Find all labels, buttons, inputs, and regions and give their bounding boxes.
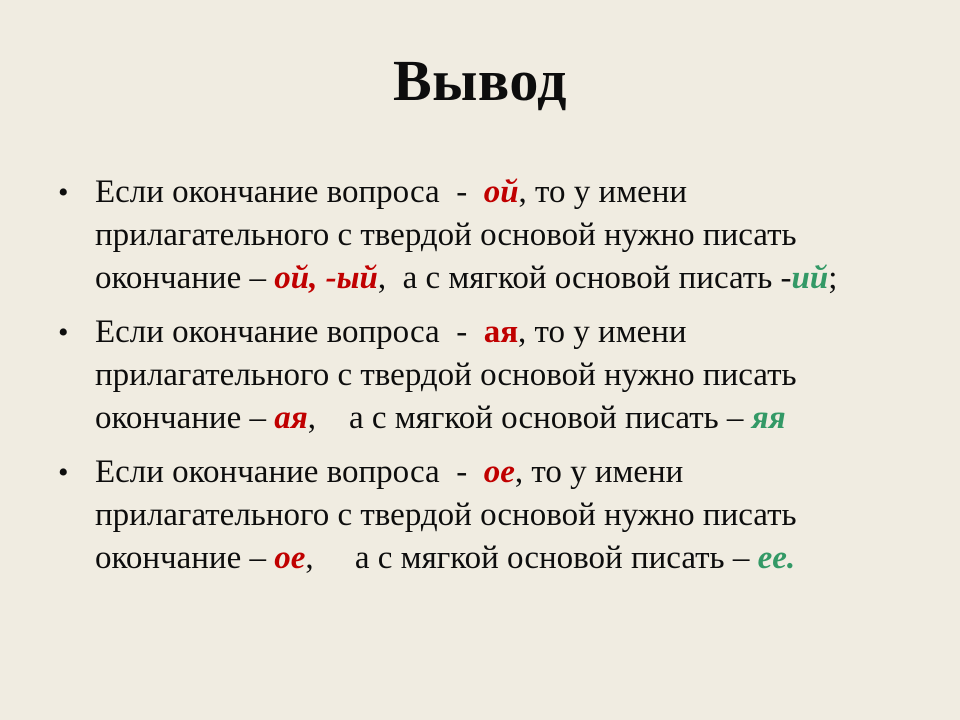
- text-segment: ая: [483, 313, 519, 350]
- bullet-line: прилагательного с твердой основой нужно …: [95, 214, 930, 257]
- text-segment: , а с мягкой основой писать -: [377, 259, 792, 296]
- text-segment: , то у имени: [518, 313, 687, 350]
- text-segment: прилагательного с твердой основой нужно …: [95, 216, 797, 253]
- text-segment: Если окончание вопроса -: [95, 453, 484, 490]
- text-segment: ое: [274, 539, 306, 576]
- text-segment: ое: [483, 453, 515, 490]
- bullet-marker-icon: •: [58, 175, 69, 209]
- bullet-line: прилагательного с твердой основой нужно …: [95, 354, 930, 397]
- bullet-list: • Если окончание вопроса - ой, то у имени…: [0, 171, 960, 580]
- text-segment: , то у имени: [518, 173, 688, 210]
- bullet-line: Если окончание вопроса - ой, то у имени: [95, 171, 930, 214]
- bullet-line: прилагательного с твердой основой нужно …: [95, 494, 930, 537]
- bullet-line: Если окончание вопроса - ая, то у имени: [95, 311, 930, 354]
- bullet-item: • Если окончание вопроса - ая, то у имени…: [0, 311, 930, 440]
- bullet-line: окончание – ая, а с мягкой основой писат…: [95, 397, 930, 440]
- bullet-line: окончание – ое, а с мягкой основой писат…: [95, 537, 930, 580]
- text-segment: ой, -ый: [274, 259, 378, 296]
- text-segment: ой: [483, 173, 519, 210]
- text-segment: яя: [751, 399, 786, 436]
- text-segment: окончание –: [95, 259, 275, 296]
- text-segment: ;: [828, 259, 838, 296]
- text-segment: ее.: [757, 539, 796, 576]
- text-segment: прилагательного с твердой основой нужно …: [95, 496, 797, 533]
- text-segment: прилагательного с твердой основой нужно …: [95, 356, 797, 393]
- text-segment: , то у имени: [514, 453, 684, 490]
- text-segment: ая: [274, 399, 308, 436]
- bullet-item: • Если окончание вопроса - ой, то у имени…: [0, 171, 930, 300]
- page-title: Вывод: [392, 48, 568, 113]
- text-segment: окончание –: [95, 399, 275, 436]
- text-segment: , а с мягкой основой писать –: [305, 539, 758, 576]
- bullet-line: окончание – ой, -ый, а с мягкой основой …: [95, 257, 930, 300]
- text-segment: Если окончание вопроса -: [95, 313, 484, 350]
- bullet-marker-icon: •: [58, 455, 69, 489]
- text-segment: , а с мягкой основой писать –: [307, 399, 752, 436]
- text-segment: окончание –: [95, 539, 275, 576]
- bullet-item: • Если окончание вопроса - ое, то у имени…: [0, 451, 930, 580]
- text-segment: Если окончание вопроса -: [95, 173, 484, 210]
- bullet-marker-icon: •: [58, 315, 69, 349]
- text-segment: ий: [791, 259, 829, 296]
- bullet-line: Если окончание вопроса - ое, то у имени: [95, 451, 930, 494]
